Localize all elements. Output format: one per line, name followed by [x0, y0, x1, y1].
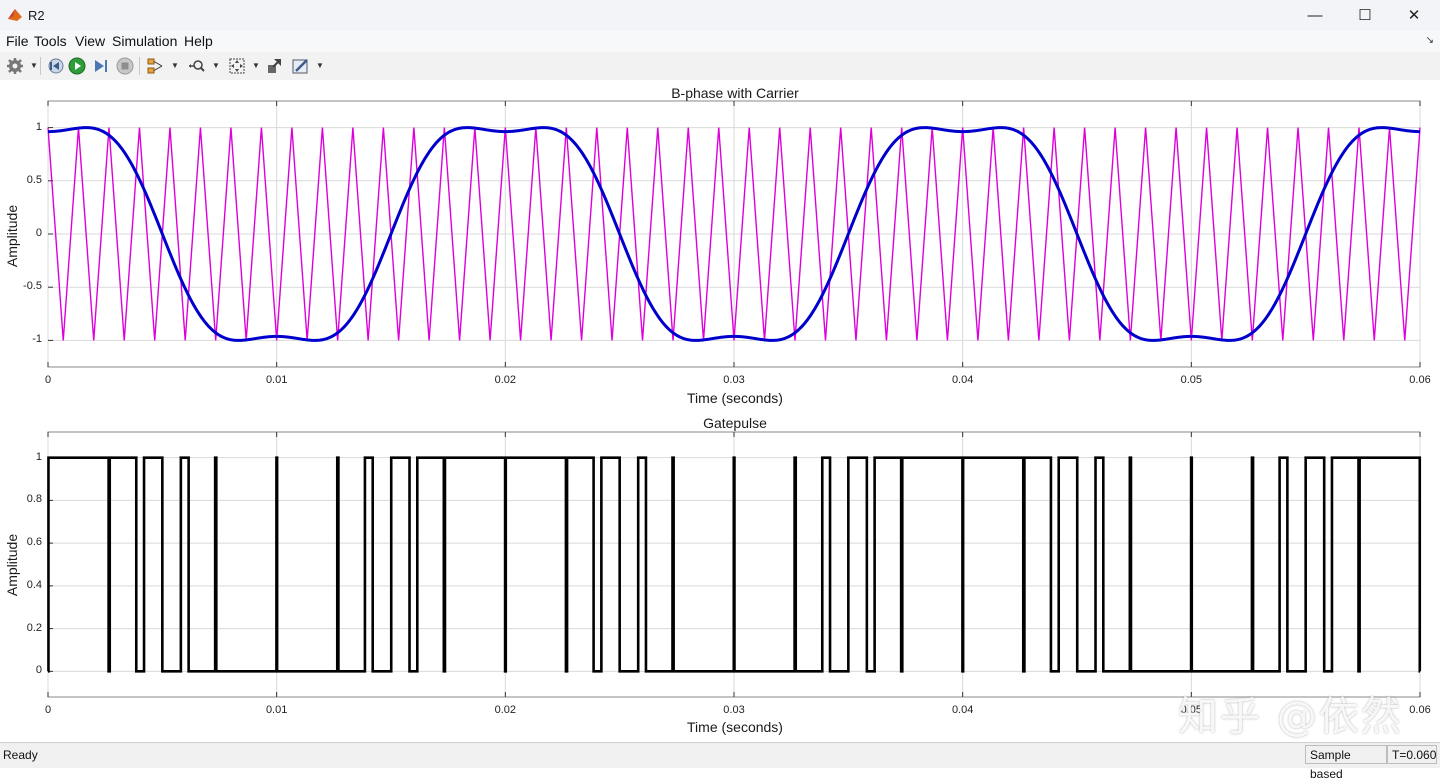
status-text: Ready: [3, 748, 38, 762]
toolbar: ▼ ▼ ▼ ▼ ▼: [0, 52, 1440, 81]
step-back-icon[interactable]: [46, 57, 64, 75]
title-bar: R2 — ☐ ✕: [0, 0, 1440, 31]
plot2-xlabel: Time (seconds): [687, 719, 783, 735]
signal-selector-dropdown-icon[interactable]: ▼: [171, 61, 179, 70]
plot1-ytick-label: -0.5: [23, 280, 42, 293]
plot1-xtick-label: 0.03: [723, 374, 745, 386]
plot1-ytick-label: 0: [35, 227, 42, 239]
plot2-ylabel: Amplitude: [4, 533, 20, 597]
plot1-title: B-phase with Carrier: [671, 85, 799, 101]
minimize-button[interactable]: —: [1307, 7, 1323, 24]
plot1-ytick-label: 0.5: [26, 173, 42, 186]
scope-plots: [47, 100, 1422, 698]
gear-icon[interactable]: [6, 57, 24, 75]
fit-to-view-icon[interactable]: [228, 57, 246, 75]
menu-file[interactable]: File: [6, 33, 29, 49]
plot2-xtick-label: 0.06: [1409, 704, 1431, 716]
plot2-ytick-label: 0.8: [26, 493, 42, 506]
highlight-block-icon[interactable]: [266, 57, 284, 75]
step-forward-icon[interactable]: [92, 57, 110, 75]
plot2-xtick-label: 0.01: [265, 704, 288, 716]
menu-bar: File Tools View Simulation Help: [0, 31, 1440, 52]
toolbar-separator: [139, 57, 140, 75]
plot1-xtick-label: 0: [44, 374, 52, 386]
plot1-xlabel: Time (seconds): [687, 390, 783, 406]
menu-tools[interactable]: Tools: [34, 33, 67, 49]
edit-style-dropdown-icon[interactable]: ▼: [316, 61, 324, 70]
fit-dropdown-icon[interactable]: ▼: [252, 61, 260, 70]
signal-selector-icon[interactable]: [146, 57, 164, 75]
time-indicator: T=0.060: [1387, 745, 1437, 764]
zoom-dropdown-icon[interactable]: ▼: [212, 61, 220, 70]
plot1-xtick-label: 0.02: [494, 374, 517, 386]
scope-plot-area: B-phase with Carrier Amplitude Time (sec…: [0, 80, 1440, 742]
dock-arrow-icon[interactable]: ↘: [1425, 35, 1434, 46]
zoom-icon[interactable]: [188, 57, 206, 75]
sample-mode-indicator: Sample based: [1305, 745, 1387, 781]
stop-icon[interactable]: [116, 57, 134, 75]
menu-help[interactable]: Help: [184, 33, 213, 49]
plot2-xtick-label: 0.02: [494, 704, 517, 716]
window-title: R2: [28, 8, 45, 23]
plot1-xtick-label: 0.01: [265, 374, 288, 386]
plot1-xtick-label: 0.04: [951, 374, 974, 386]
plot2-ytick-label: 1: [35, 450, 42, 463]
matlab-icon: [8, 9, 22, 21]
carrier-series-line: [47, 127, 1421, 341]
plot2-xtick-label: 0.04: [951, 704, 974, 716]
plot2-xtick-label: 0: [44, 704, 52, 716]
plot2-ytick-label: 0.4: [26, 578, 42, 591]
plot2-ytick-label: 0.6: [26, 536, 42, 549]
plot2-ytick-label: 0: [35, 664, 42, 677]
gatepulse-series-line: [47, 456, 1422, 673]
b-phase-series-line: [47, 126, 1421, 342]
watermark: 知乎 @依然: [1178, 694, 1403, 740]
gear-dropdown-icon[interactable]: ▼: [30, 61, 38, 70]
menu-view[interactable]: View: [75, 33, 106, 49]
plot1-xtick-label: 0.06: [1409, 374, 1431, 386]
menu-simulation[interactable]: Simulation: [112, 33, 178, 49]
plot2-xtick-label: 0.03: [723, 704, 745, 716]
plot2-title: Gatepulse: [703, 415, 767, 431]
toolbar-separator: [40, 57, 41, 75]
maximize-button[interactable]: ☐: [1358, 7, 1372, 24]
status-bar: Ready Sample based T=0.060: [0, 742, 1440, 781]
plot1-xtick-label: 0.05: [1180, 374, 1203, 386]
close-button[interactable]: ✕: [1407, 7, 1421, 24]
run-icon[interactable]: [68, 57, 86, 75]
plot2-ytick-label: 0.2: [26, 621, 42, 634]
plot2-xtick-label: 0.05: [1180, 704, 1203, 716]
edit-style-icon[interactable]: [292, 57, 310, 75]
plot1-ytick-label: -1: [32, 333, 42, 346]
plot1-ytick-label: 1: [35, 120, 42, 133]
